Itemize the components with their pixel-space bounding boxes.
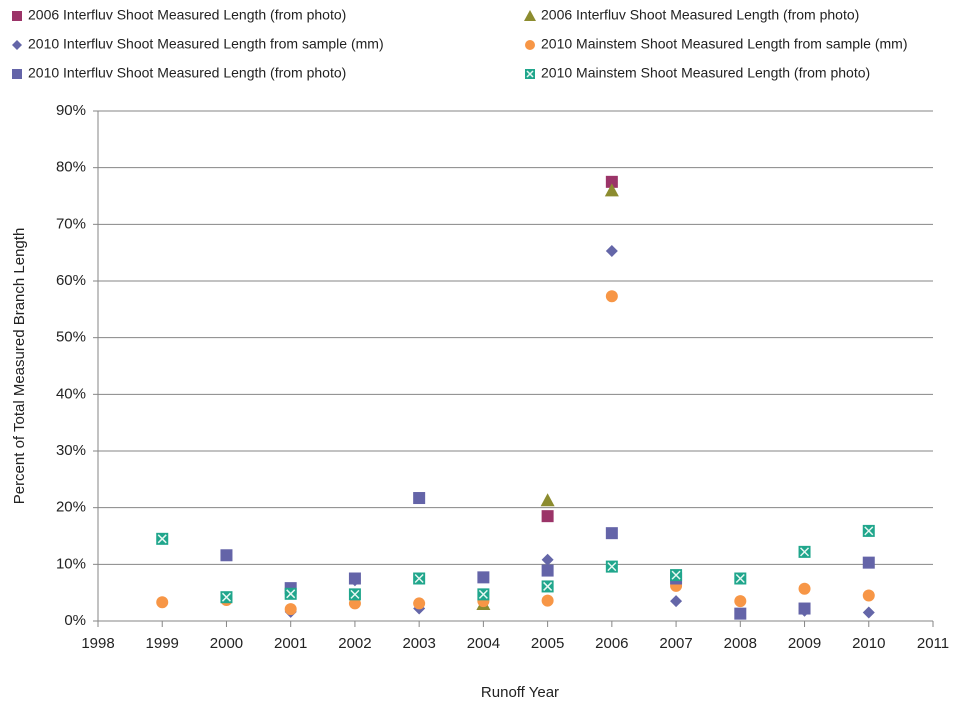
x-tick-label: 2006 [595, 635, 628, 652]
legend-label: 2010 Interfluv Shoot Measured Length (fr… [28, 65, 346, 81]
marker [524, 10, 536, 21]
marker [798, 545, 811, 558]
marker [413, 597, 426, 610]
marker [734, 607, 747, 620]
marker [220, 549, 233, 562]
x-tick-label: 1998 [81, 635, 114, 652]
y-tick-label: 50% [56, 329, 86, 346]
marker [541, 553, 554, 566]
x-axis-title: Runoff Year [481, 684, 559, 701]
legend-label: 2010 Interfluv Shoot Measured Length fro… [28, 36, 384, 52]
marker [605, 527, 618, 540]
marker [798, 582, 811, 595]
legend-label: 2010 Mainstem Shoot Measured Length (fro… [541, 65, 870, 81]
y-axis-title: Percent of Total Measured Branch Length [11, 228, 28, 505]
y-tick-label: 60% [56, 272, 86, 289]
x-tick-label: 2004 [467, 635, 500, 652]
x-tick-label: 2008 [724, 635, 757, 652]
x-tick-label: 1999 [146, 635, 179, 652]
marker-x [478, 589, 488, 599]
y-tick-label: 90% [56, 102, 86, 119]
legend-label: 2010 Mainstem Shoot Measured Length from… [541, 36, 908, 52]
marker [541, 564, 554, 577]
marker [525, 69, 535, 79]
marker [525, 40, 535, 50]
marker-x [157, 534, 167, 544]
marker [220, 591, 233, 604]
y-tick-label: 30% [56, 442, 86, 459]
marker [605, 560, 618, 573]
legend-label: 2006 Interfluv Shoot Measured Length (fr… [541, 7, 859, 23]
marker [541, 510, 554, 523]
marker [734, 572, 747, 585]
x-tick-label: 2001 [274, 635, 307, 652]
x-tick-label: 2009 [788, 635, 821, 652]
marker [541, 594, 554, 607]
marker [605, 244, 618, 257]
marker [348, 572, 361, 585]
y-tick-label: 70% [56, 215, 86, 232]
marker [862, 606, 875, 619]
marker [12, 40, 22, 50]
x-tick-label: 2010 [852, 635, 885, 652]
marker [348, 597, 361, 610]
marker [413, 492, 426, 505]
marker [541, 580, 554, 593]
y-tick-label: 40% [56, 385, 86, 402]
x-tick-label: 2002 [338, 635, 371, 652]
marker-x [800, 547, 810, 557]
marker [670, 595, 683, 608]
marker-x [735, 573, 745, 584]
marker [477, 571, 490, 584]
marker [540, 493, 555, 507]
marker-x [350, 589, 360, 599]
marker-x [671, 570, 681, 580]
marker [284, 587, 297, 600]
y-tick-label: 20% [56, 499, 86, 516]
marker [862, 524, 875, 537]
marker [12, 11, 22, 21]
marker [798, 602, 811, 615]
marker-x [864, 526, 874, 536]
y-tick-label: 80% [56, 159, 86, 176]
marker [862, 589, 875, 602]
marker [862, 556, 875, 569]
marker [156, 596, 169, 609]
marker-x [607, 562, 617, 572]
x-tick-label: 2005 [531, 635, 564, 652]
y-tick-label: 10% [56, 555, 86, 572]
y-tick-label: 0% [64, 612, 86, 629]
marker [670, 569, 683, 582]
marker [604, 183, 619, 197]
marker-x [286, 589, 296, 599]
marker [348, 588, 361, 601]
marker [605, 175, 618, 188]
marker [734, 595, 747, 608]
x-tick-label: 2007 [659, 635, 692, 652]
marker [284, 603, 297, 616]
x-tick-label: 2000 [210, 635, 243, 652]
marker [605, 290, 618, 303]
marker [413, 572, 426, 585]
legend: 2006 Interfluv Shoot Measured Length (fr… [12, 7, 908, 81]
marker [156, 532, 169, 545]
marker-x [414, 573, 424, 584]
marker [12, 69, 22, 79]
x-tick-label: 2011 [917, 635, 949, 652]
marker-x [526, 70, 534, 78]
legend-label: 2006 Interfluv Shoot Measured Length (fr… [28, 7, 346, 23]
marker-x [543, 581, 553, 591]
marker [477, 588, 490, 601]
x-tick-label: 2003 [402, 635, 435, 652]
marker-x [221, 592, 231, 602]
